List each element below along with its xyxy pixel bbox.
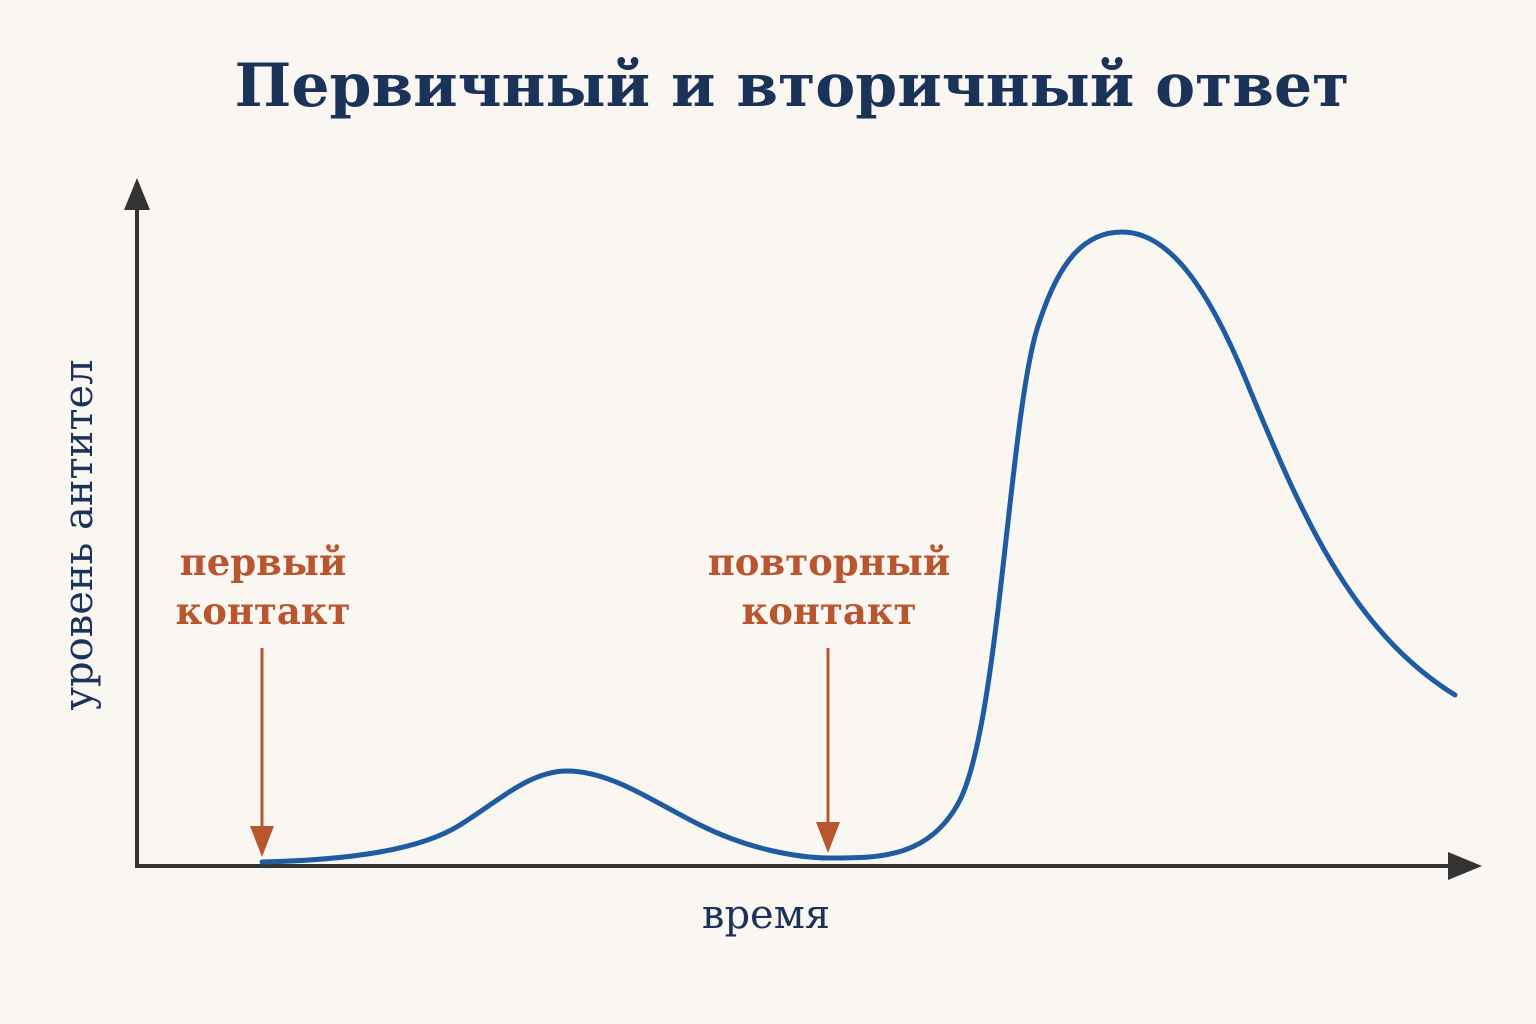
annotation-arrowhead	[816, 822, 840, 853]
annotation-line: контакт	[175, 589, 350, 633]
annotation-line: контакт	[741, 589, 916, 633]
y-axis-arrow	[124, 178, 150, 210]
antibody-curve	[259, 229, 1458, 865]
annotation-line: первый	[180, 540, 347, 584]
annotation-line: повторный	[708, 540, 951, 584]
x-axis-label: время	[702, 892, 830, 938]
annotation-arrowhead	[250, 826, 274, 857]
x-axis-arrow	[1448, 852, 1482, 880]
y-axis-label: уровень антител	[56, 359, 102, 710]
title: Первичный и вторичный ответ	[235, 51, 1350, 121]
